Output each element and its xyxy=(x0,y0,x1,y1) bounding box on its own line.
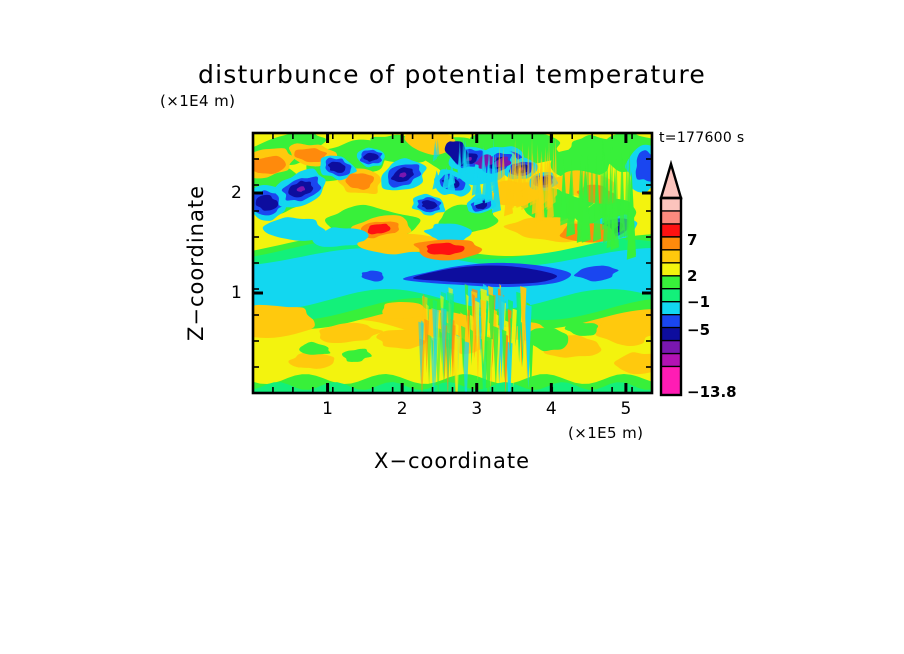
timestamp-annotation: t=177600 s xyxy=(659,130,745,146)
colorbar-band xyxy=(661,210,681,225)
x-tick-label: 1 xyxy=(322,399,333,419)
y-axis-title: Z−coordinate xyxy=(184,185,208,341)
colorbar-band xyxy=(661,262,681,277)
contour-band xyxy=(564,322,599,336)
contour-plot-area xyxy=(253,133,652,393)
contour-band xyxy=(574,265,619,282)
contour-band xyxy=(493,156,512,168)
contour-band xyxy=(327,161,346,173)
contour-band xyxy=(613,352,652,375)
colorbar-band xyxy=(661,223,681,238)
colorbar xyxy=(659,160,683,397)
contour-band xyxy=(253,304,315,332)
contour-band xyxy=(357,232,438,255)
colorbar-tick-label: 7 xyxy=(687,231,698,249)
contour-band xyxy=(319,322,384,343)
contour-band xyxy=(426,242,465,256)
convective-plume xyxy=(418,134,636,393)
contour-band xyxy=(312,227,369,247)
colorbar-band xyxy=(661,314,681,329)
plot-frame xyxy=(251,131,654,395)
x-tick-label: 2 xyxy=(396,399,408,419)
contour-band xyxy=(345,173,374,190)
contour-band xyxy=(399,172,407,178)
contour-band xyxy=(262,217,326,241)
contour-band xyxy=(595,316,652,347)
contour-band xyxy=(423,223,472,242)
contour-band xyxy=(253,155,286,174)
colorbar-band xyxy=(661,288,681,303)
colorbar-tick-label: −1 xyxy=(687,293,711,311)
contour-band xyxy=(382,301,429,319)
contour-band xyxy=(367,223,391,235)
colorbar-tick-label: −5 xyxy=(687,321,711,339)
colorbar-band xyxy=(661,301,681,316)
contour-band xyxy=(363,152,379,162)
contour-band xyxy=(341,348,372,362)
contour-band xyxy=(331,275,364,289)
colorbar-band xyxy=(661,327,681,342)
y-tick-label: 1 xyxy=(231,283,242,303)
colorbar-tick-label: 2 xyxy=(687,267,698,285)
z-axis-unit-label: (×1E4 m) xyxy=(160,92,236,110)
contour-band xyxy=(529,327,569,352)
colorbar-band xyxy=(661,366,681,396)
contour-band xyxy=(288,352,335,369)
x-axis-unit-label: (×1E5 m) xyxy=(568,424,644,442)
x-axis-title: X−coordinate xyxy=(374,449,530,473)
contour-band xyxy=(421,200,438,210)
colorbar-band xyxy=(661,353,681,368)
colorbar-band xyxy=(661,275,681,290)
colorbar-band xyxy=(661,249,681,264)
contour-field xyxy=(253,133,652,393)
contour-band xyxy=(635,150,652,182)
contour-band xyxy=(474,154,497,169)
colorbar-tick-label: −13.8 xyxy=(687,383,737,401)
x-tick-label: 5 xyxy=(620,399,632,419)
colorbar-band xyxy=(661,340,681,355)
x-tick-label: 4 xyxy=(545,399,557,419)
y-tick-label: 2 xyxy=(231,183,242,203)
contour-band xyxy=(294,148,328,163)
x-tick-label: 3 xyxy=(471,399,483,419)
contour-band xyxy=(299,341,331,355)
colorbar-band xyxy=(661,198,681,212)
contour-band xyxy=(412,265,558,285)
colorbar-extend-arrow xyxy=(659,160,683,200)
colorbar-band xyxy=(661,236,681,251)
page-title: disturbunce of potential temperature xyxy=(198,60,706,89)
contour-band xyxy=(404,133,456,156)
contour-band xyxy=(444,141,469,167)
contour-band xyxy=(567,134,623,162)
contour-band xyxy=(296,186,306,192)
contour-band xyxy=(361,270,384,282)
contour-band xyxy=(255,194,279,211)
contour-band xyxy=(376,329,430,349)
